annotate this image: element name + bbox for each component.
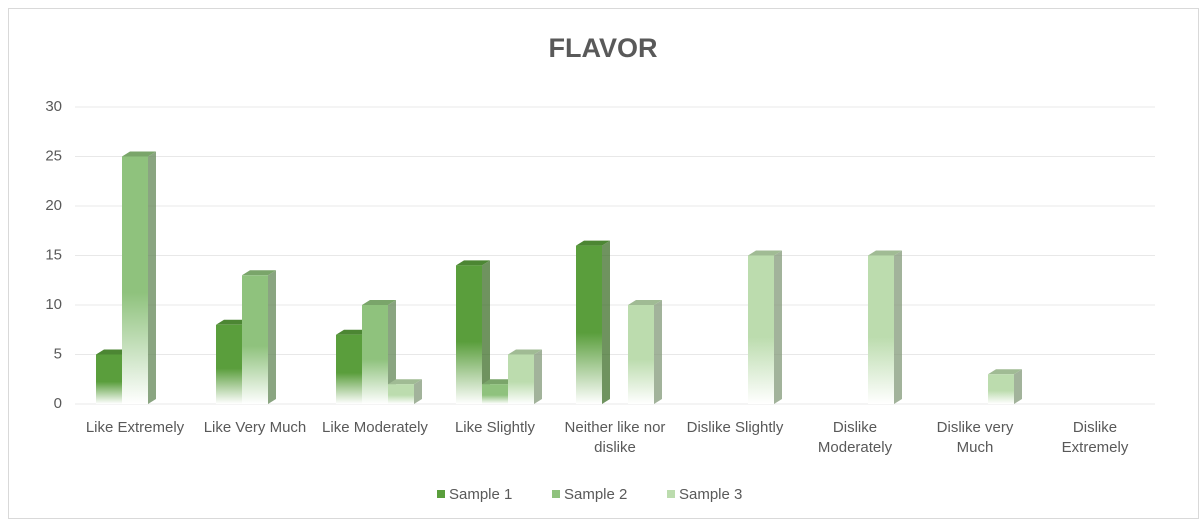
bar-side [482,260,490,404]
bar [242,270,276,404]
bar-side [414,379,422,404]
y-tick-label: 10 [45,296,62,313]
bar-top [988,369,1022,375]
x-tick-label: Neither like nor dislike [564,419,666,456]
bar-top [122,151,156,157]
bar-top [628,300,662,305]
legend-swatch [437,490,445,498]
y-tick-label: 20 [45,197,62,214]
bar-side [654,300,662,404]
bar-side [268,270,276,404]
bar-front [628,305,654,404]
bar [362,300,396,404]
legend-label: Sample 3 [679,486,742,503]
x-tick-label: Like Extremely [85,419,185,436]
bar-front [576,245,602,404]
x-tick-label: Dislike Extremely [1061,419,1129,456]
x-tick-label: Like Moderately [322,419,428,436]
legend-label: Sample 1 [449,486,512,503]
bar-side [1014,369,1022,404]
bar-front [456,265,482,404]
bar-front [242,275,268,404]
bar-top [336,329,370,335]
bar [748,250,782,404]
legend-label: Sample 2 [564,486,627,503]
bar-front [508,354,534,404]
bar-front [122,156,148,404]
bar [122,151,156,404]
bar-top [456,260,490,266]
bar-front [482,384,508,404]
x-tick-label: Dislike Slightly [686,419,784,436]
bar [576,240,610,404]
bar-top [482,379,516,385]
bar-top [362,300,396,305]
bar-top [748,250,782,256]
bar-front [216,324,242,404]
bar-side [894,250,902,404]
x-tick-label: Dislike very Much [936,419,1014,456]
bar-top [508,349,542,355]
bar-front [96,354,122,404]
bar-side [148,151,156,404]
y-tick-label: 15 [45,246,62,263]
chart-title: FLAVOR [549,33,658,63]
bar-top [242,270,276,276]
x-tick-label: Dislike Moderately [817,419,893,456]
bar-top [388,379,422,385]
legend-swatch [667,490,675,498]
x-tick-label: Like Very Much [203,419,307,436]
bar [988,369,1022,404]
bar-side [774,250,782,404]
bar-side [388,300,396,404]
bar-top [576,240,610,246]
bar-top [96,349,130,355]
y-tick-label: 30 [45,98,62,115]
bar-side [534,349,542,404]
y-tick-label: 0 [54,395,62,412]
bar [628,300,662,404]
x-tick-label: Like Slightly [454,419,536,436]
bar-top [868,250,902,256]
bar [508,349,542,404]
legend-swatch [552,490,560,498]
bar-front [362,305,388,404]
bar-side [602,240,610,404]
bar [456,260,490,404]
y-tick-label: 25 [45,147,62,164]
bar [388,379,422,404]
bar-front [748,255,774,404]
bar [868,250,902,404]
bar-front [336,334,362,404]
bar-top [216,319,250,325]
bar-front [988,374,1014,404]
y-tick-label: 5 [54,345,62,362]
bar-front [388,384,414,404]
bar-front [868,255,894,404]
